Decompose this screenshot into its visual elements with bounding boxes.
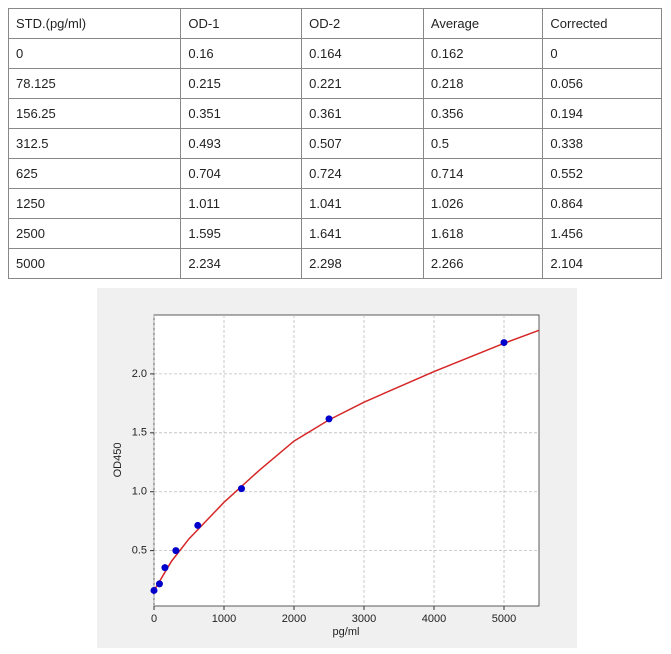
table-cell: 0.351	[180, 98, 303, 129]
x-tick-label: 1000	[212, 613, 236, 625]
data-point	[325, 415, 333, 423]
header-row: STD.(pg/ml) OD-1 OD-2 Average Corrected	[7, 8, 662, 39]
table-row: 156.25 0.351 0.361 0.356 0.194	[7, 98, 662, 129]
table-cell: 1.026	[422, 188, 544, 219]
table-row: 0 0.16 0.164 0.162 0	[7, 38, 662, 69]
table-cell: 2.234	[180, 248, 303, 279]
table-row: 5000 2.234 2.298 2.266 2.104	[7, 248, 662, 279]
table-cell: 5000	[7, 248, 182, 279]
y-tick-label: 0.5	[132, 545, 147, 557]
plot-area	[153, 314, 540, 607]
table-cell: 1250	[7, 188, 182, 219]
table-cell: OD-1	[180, 8, 303, 39]
table-cell: 0.5	[422, 128, 544, 159]
table-cell: 2.266	[422, 248, 544, 279]
table-cell: 0.507	[301, 128, 424, 159]
table-cell: Average	[422, 8, 544, 39]
y-tick-label: 2.0	[132, 368, 147, 380]
y-axis-label: OD450	[112, 443, 124, 478]
data-point	[155, 580, 163, 588]
table-cell: Corrected	[542, 8, 662, 39]
data-point	[194, 521, 202, 529]
data-point	[500, 339, 508, 347]
table-cell: 0.724	[301, 158, 424, 189]
x-tick-label: 0	[151, 613, 157, 625]
x-tick-label: 4000	[422, 613, 446, 625]
table-cell: 0.552	[542, 158, 662, 189]
table-cell: 2.298	[301, 248, 424, 279]
table-cell: 0.16	[180, 38, 303, 69]
x-tick-label: 5000	[492, 613, 516, 625]
table-cell: 78.125	[7, 68, 182, 99]
data-point	[238, 485, 245, 493]
x-axis-label: pg/ml	[333, 626, 360, 638]
table-row: 1250 1.011 1.041 1.026 0.864	[7, 188, 662, 219]
y-tick-label: 1.0	[132, 486, 147, 498]
table-cell: 0	[7, 38, 182, 69]
table-cell: 625	[7, 158, 182, 189]
table-cell: 0.714	[422, 158, 544, 189]
x-tick-label: 2000	[282, 613, 306, 625]
data-point	[161, 564, 169, 572]
table-row: 625 0.704 0.724 0.714 0.552	[7, 158, 662, 189]
table-cell: 0.493	[180, 128, 303, 159]
table-cell: 1.456	[542, 218, 662, 249]
table-cell: 1.641	[301, 218, 424, 249]
data-table: STD.(pg/ml) OD-1 OD-2 Average Corrected 0 0.16…	[7, 8, 662, 279]
table-cell: 0.218	[422, 68, 544, 99]
data-point	[172, 547, 180, 555]
table-cell: 0.164	[301, 38, 424, 69]
table-cell: STD.(pg/ml)	[7, 8, 182, 39]
table-row: 78.125 0.215 0.221 0.218 0.056	[7, 68, 662, 99]
table-cell: 0.356	[422, 98, 544, 129]
data-point	[150, 586, 158, 594]
table-cell: 312.5	[7, 128, 182, 159]
table-cell: 2.104	[542, 248, 662, 279]
x-tick-label: 3000	[352, 613, 376, 625]
table-row: 2500 1.595 1.641 1.618 1.456	[7, 218, 662, 249]
y-tick-label: 1.5	[132, 427, 147, 439]
